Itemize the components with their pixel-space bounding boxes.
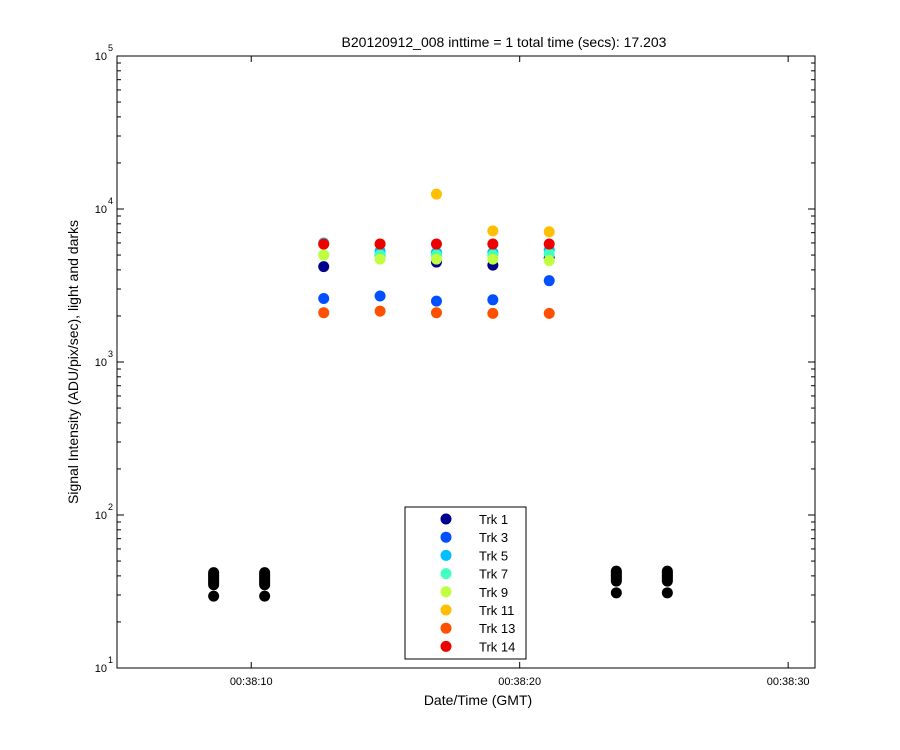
data-point-trk-11 — [430, 188, 442, 200]
y-tick-label-base: 10 — [95, 663, 107, 675]
dark-point — [661, 565, 673, 577]
data-points — [208, 188, 673, 602]
legend-items: Trk 1 Trk 3 Trk 5 Trk 7 Trk 9 Trk 11 Trk 13 Trk… — [440, 512, 515, 654]
y-tick-label-exponent: 3 — [108, 349, 113, 359]
y-axis-label: Signal Intensity (ADU/pix/sec), light an… — [65, 220, 81, 504]
legend-marker — [440, 568, 452, 580]
x-tick-label: 00:38:10 — [230, 676, 273, 688]
legend-label: Trk 11 — [479, 603, 514, 618]
x-axis-label: Date/Time (GMT) — [424, 692, 532, 708]
x-axis-ticks: 00:38:10 00:38:20 00:38:30 — [230, 56, 810, 688]
legend-label: Trk 9 — [479, 585, 508, 600]
legend-marker — [440, 513, 452, 525]
legend-label: Trk 7 — [479, 567, 508, 582]
x-tick-label: 00:38:30 — [767, 676, 810, 688]
data-point-trk-13 — [374, 305, 386, 317]
data-point-trk-9 — [374, 253, 386, 265]
legend-marker — [440, 640, 452, 652]
data-point-trk-9 — [543, 255, 555, 267]
data-point-trk-3 — [430, 295, 442, 307]
dark-point — [208, 567, 220, 579]
data-point-trk-13 — [487, 307, 499, 319]
chart-title: B20120912_008 inttime = 1 total time (se… — [342, 34, 667, 50]
y-tick-label-base: 10 — [95, 510, 107, 522]
legend-label: Trk 3 — [479, 530, 508, 545]
data-point-trk-11 — [487, 225, 499, 237]
x-tick-label: 00:38:20 — [498, 676, 541, 688]
data-point-trk-14 — [543, 238, 555, 250]
data-point-trk-9 — [318, 249, 330, 261]
dark-point — [610, 587, 622, 599]
data-point-trk-3 — [543, 275, 555, 287]
y-tick-label-exponent: 2 — [108, 502, 113, 512]
legend-label: Trk 5 — [479, 548, 508, 563]
data-point-trk-3 — [487, 294, 499, 306]
legend-label: Trk 14 — [479, 639, 515, 654]
dark-point — [208, 590, 220, 602]
legend-marker — [440, 531, 452, 543]
data-point-trk-9 — [430, 253, 442, 265]
data-point-trk-11 — [543, 226, 555, 238]
data-point-trk-13 — [430, 307, 442, 319]
y-tick-label-exponent: 4 — [108, 196, 113, 206]
legend-marker — [440, 549, 452, 561]
dark-point — [661, 587, 673, 599]
dark-point — [259, 567, 271, 579]
legend-marker — [440, 604, 452, 616]
y-tick-label-base: 10 — [95, 51, 107, 63]
data-point-trk-14 — [374, 238, 386, 250]
data-point-trk-14 — [430, 238, 442, 250]
legend: Trk 1 Trk 3 Trk 5 Trk 7 Trk 9 Trk 11 Trk 13 Trk… — [404, 506, 527, 660]
data-point-trk-3 — [374, 290, 386, 302]
data-point-trk-14 — [318, 238, 330, 250]
data-point-trk-1 — [318, 261, 330, 273]
legend-marker — [440, 622, 452, 634]
legend-box — [404, 506, 527, 660]
legend-label: Trk 13 — [479, 621, 515, 636]
data-point-trk-3 — [318, 293, 330, 305]
legend-marker — [440, 586, 452, 598]
y-tick-label-base: 10 — [95, 357, 107, 369]
y-tick-label-base: 10 — [95, 204, 107, 216]
y-tick-label-exponent: 5 — [108, 43, 113, 53]
y-tick-label-exponent: 1 — [108, 655, 113, 665]
data-point-trk-13 — [543, 307, 555, 319]
dark-point — [610, 565, 622, 577]
data-point-trk-9 — [487, 253, 499, 265]
legend-label: Trk 1 — [479, 512, 508, 527]
data-point-trk-13 — [318, 307, 330, 319]
data-point-trk-14 — [487, 238, 499, 250]
dark-point — [259, 590, 271, 602]
